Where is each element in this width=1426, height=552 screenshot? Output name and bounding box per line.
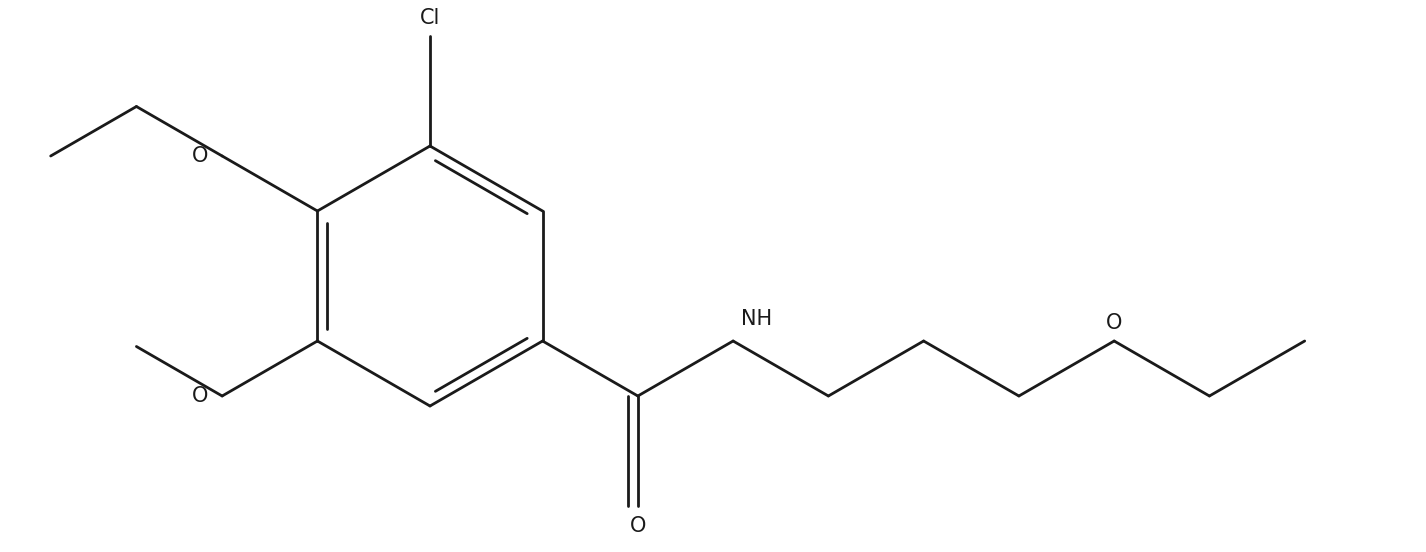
Text: NH: NH — [742, 309, 773, 329]
Text: O: O — [1107, 313, 1122, 333]
Text: O: O — [191, 386, 208, 406]
Text: Cl: Cl — [419, 8, 441, 28]
Text: O: O — [191, 146, 208, 166]
Text: O: O — [630, 516, 646, 536]
